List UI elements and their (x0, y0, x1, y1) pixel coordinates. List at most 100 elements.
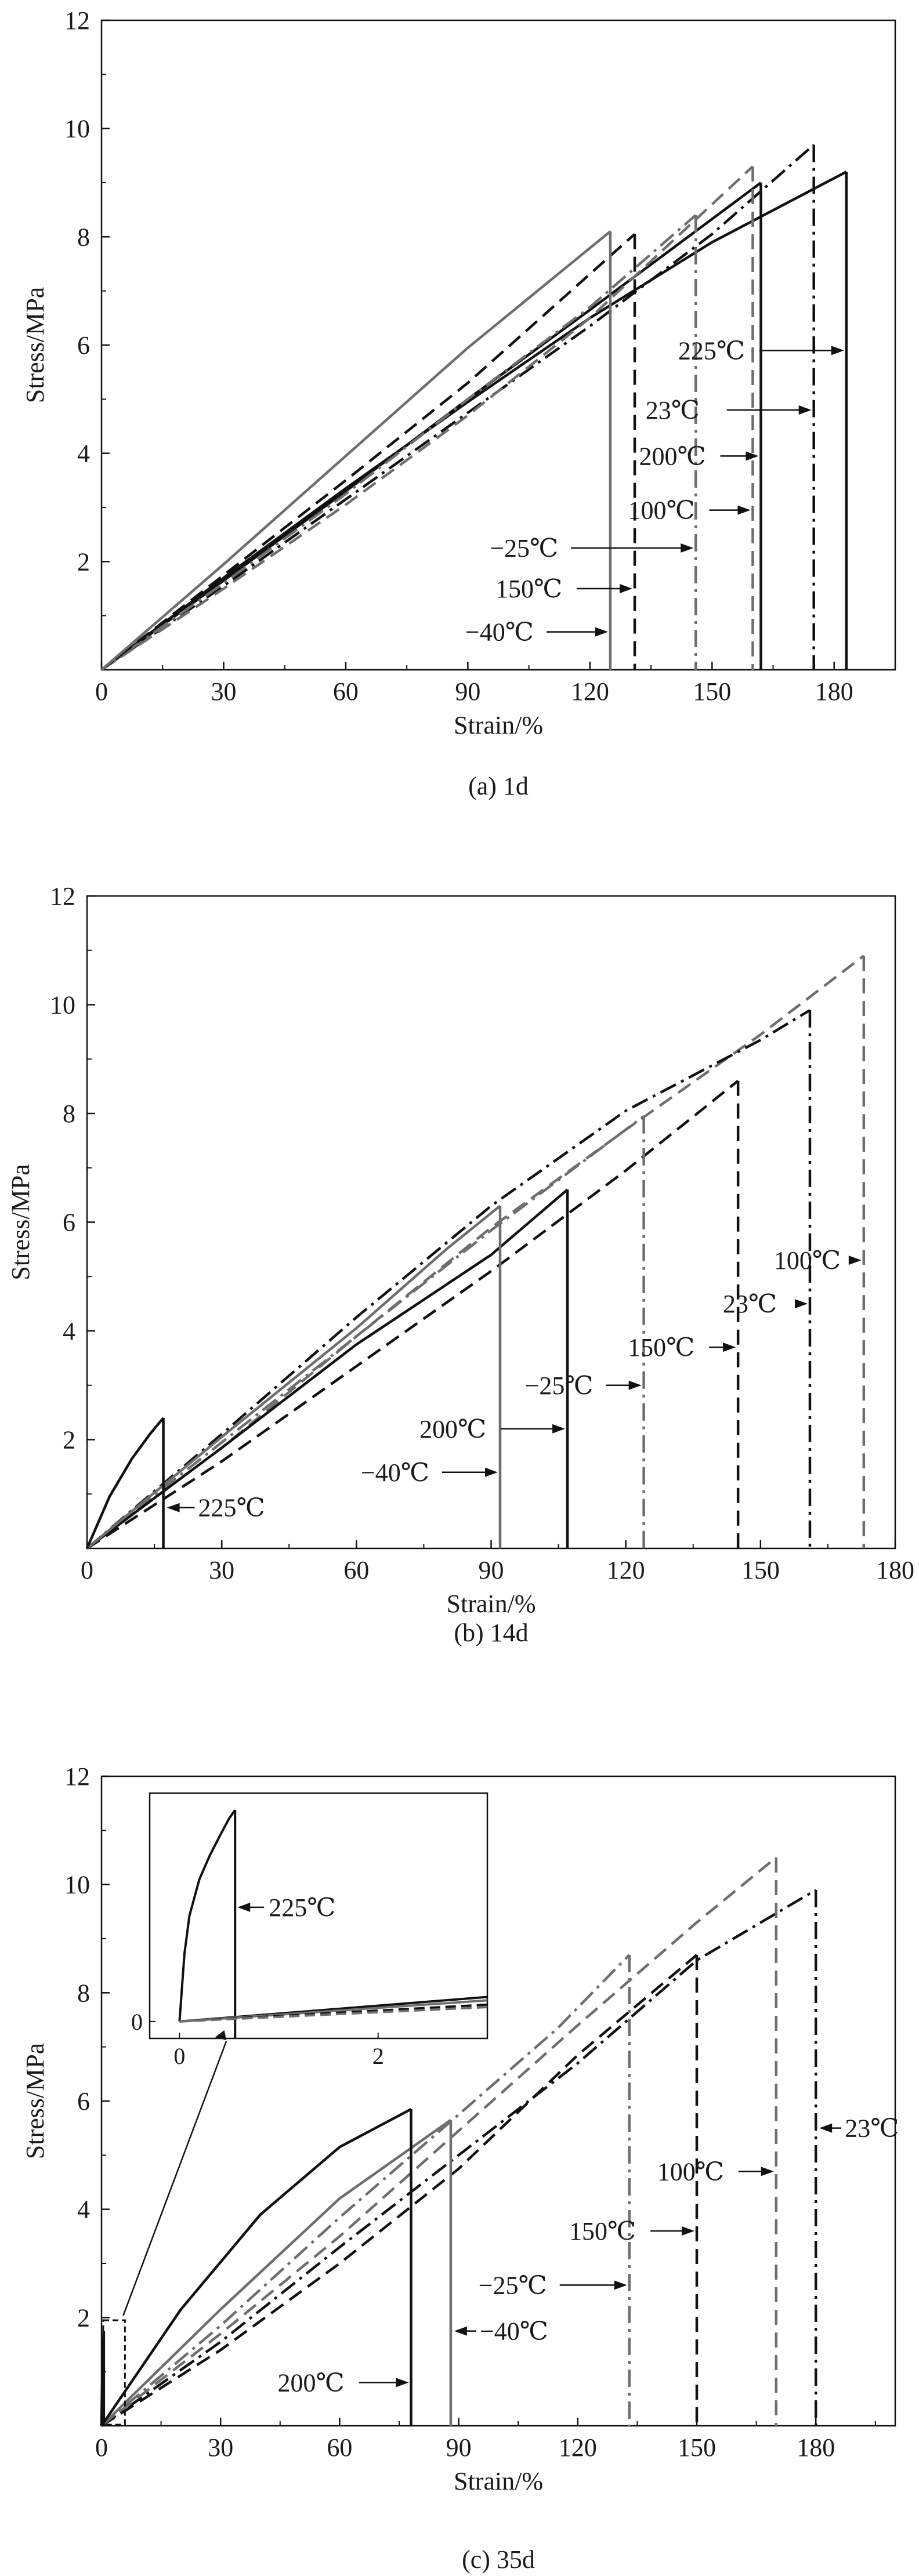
series-curve-1 (100, 1856, 777, 2427)
y-tick-label: 4 (77, 440, 90, 468)
series-curve-6 (100, 230, 612, 671)
series-curve-1 (86, 1008, 811, 1550)
series-curve-0 (100, 1889, 817, 2427)
x-axis-title: Strain/% (454, 711, 543, 739)
series-curve-3 (100, 165, 754, 671)
x-tick-label: 30 (211, 677, 236, 706)
annotation-label: −25℃ (479, 2271, 547, 2299)
series-curve-4 (100, 214, 697, 671)
y-tick-label: 10 (64, 115, 90, 143)
annotation-arrowhead (167, 1503, 180, 1512)
annotation-arrowhead (620, 584, 633, 593)
zoom-region-marker (102, 2319, 126, 2426)
chart-panel-3: 0 30 60 90 120 150 180 2 4 6 8 10 12 Strain/% Stress/M… (21, 1762, 899, 2574)
figure-caption: (b) 14d (454, 1619, 528, 1647)
x-tick-label: 60 (333, 677, 359, 706)
zoom-pointer-line (122, 2041, 227, 2316)
annotation-arrowhead (848, 1256, 862, 1265)
y-tick-label: 8 (63, 1100, 75, 1128)
annotation-arrowhead (761, 2167, 774, 2176)
figure-caption: (a) 1d (468, 772, 529, 800)
annotation-label: 23℃ (646, 396, 700, 425)
annotation-label: 225℃ (198, 1494, 265, 1522)
annotation-label: 150℃ (628, 1333, 694, 1362)
x-tick-label: 30 (208, 2433, 233, 2462)
x-tick-label: 30 (209, 1556, 234, 1584)
series-curve-2 (100, 182, 762, 671)
series-curve-4 (86, 1188, 569, 1550)
annotation-arrowhead (628, 1380, 642, 1390)
y-tick-label: 12 (50, 882, 75, 910)
series-curve-5 (100, 233, 636, 671)
inset-x-tick-label: 2 (372, 2043, 384, 2069)
y-tick-label: 2 (77, 2303, 90, 2332)
inset-x-tick-label: 0 (173, 2043, 185, 2069)
chart-panel-2: 0 30 60 90 120 150 180 2 4 6 8 10 12 Strain/% Stress/M… (6, 882, 914, 1647)
y-tick-label: 12 (64, 1762, 90, 1791)
y-axis-title: Stress/MPa (21, 2043, 49, 2159)
inset-annotation-arrowhead (237, 1902, 251, 1912)
annotation-label: 150℃ (495, 575, 562, 603)
y-tick-label: 6 (77, 2087, 90, 2116)
annotation-arrowhead (798, 405, 812, 415)
x-tick-label: 150 (693, 677, 731, 706)
plot-frame (100, 19, 896, 671)
inset-series-curve-4 (179, 2006, 488, 2023)
annotation-arrowhead (737, 505, 751, 515)
annotation-arrowhead (484, 1467, 498, 1477)
annotation-label: −40℃ (480, 2317, 548, 2346)
series-curve-3 (86, 1115, 645, 1550)
annotation-label: 200℃ (639, 442, 705, 470)
annotation-arrowhead (794, 1299, 808, 1309)
annotation-arrowhead (595, 627, 608, 637)
x-tick-label: 60 (327, 2433, 352, 2462)
inset-y-tick-label: 0 (131, 2009, 143, 2035)
x-tick-label: 120 (607, 1556, 645, 1584)
annotation-arrowhead (831, 346, 844, 355)
annotation-arrowhead (552, 1424, 566, 1434)
y-axis-title: Stress/MPa (21, 287, 49, 403)
y-tick-label: 2 (77, 547, 90, 576)
inset-annotation-label: 225℃ (269, 1893, 335, 1922)
y-tick-label: 4 (63, 1317, 75, 1345)
x-tick-label: 90 (479, 1556, 504, 1584)
series-curve-3 (100, 1954, 631, 2427)
annotation-label: −40℃ (361, 1458, 429, 1487)
annotation-arrowhead (746, 451, 759, 461)
x-tick-label: 180 (797, 2433, 835, 2462)
plot-frame (86, 895, 896, 1550)
x-tick-label: 180 (876, 1556, 914, 1584)
y-tick-label: 10 (64, 1871, 90, 1899)
y-tick-label: 4 (77, 2196, 90, 2224)
annotation-arrowhead (723, 1343, 736, 1352)
x-axis-title: Strain/% (447, 1590, 536, 1618)
x-axis-title: Strain/% (454, 2467, 543, 2495)
annotation-label: 100℃ (657, 2157, 724, 2186)
annotation-label: −40℃ (465, 618, 534, 647)
series-curve-2 (100, 1954, 698, 2427)
y-tick-label: 12 (64, 6, 90, 35)
series-curve-4 (100, 2118, 452, 2427)
annotation-arrowhead (681, 543, 694, 553)
y-axis-title: Stress/MPa (6, 1164, 35, 1280)
x-tick-label: 150 (678, 2433, 716, 2462)
y-tick-label: 2 (63, 1426, 75, 1454)
annotation-label: 23℃ (845, 2114, 899, 2143)
y-tick-label: 8 (77, 1979, 90, 2007)
x-tick-label: 120 (571, 677, 609, 706)
y-tick-label: 6 (77, 331, 90, 360)
annotation-label: 100℃ (628, 496, 694, 525)
y-tick-label: 6 (63, 1209, 75, 1237)
annotation-arrowhead (454, 2326, 467, 2336)
annotation-label: −25℃ (525, 1372, 594, 1400)
annotation-arrowhead (682, 2226, 694, 2236)
inset-series-curve-0 (178, 1809, 236, 2022)
inset-frame (149, 1792, 489, 2040)
x-tick-label: 0 (81, 1556, 93, 1584)
annotation-arrowhead (396, 2378, 409, 2388)
series-curve-6 (85, 1417, 165, 1549)
x-tick-label: 60 (343, 1556, 369, 1584)
series-curve-0 (86, 955, 865, 1550)
annotation-label: 23℃ (723, 1290, 777, 1318)
zoom-pointer-arrowhead (215, 2030, 226, 2040)
